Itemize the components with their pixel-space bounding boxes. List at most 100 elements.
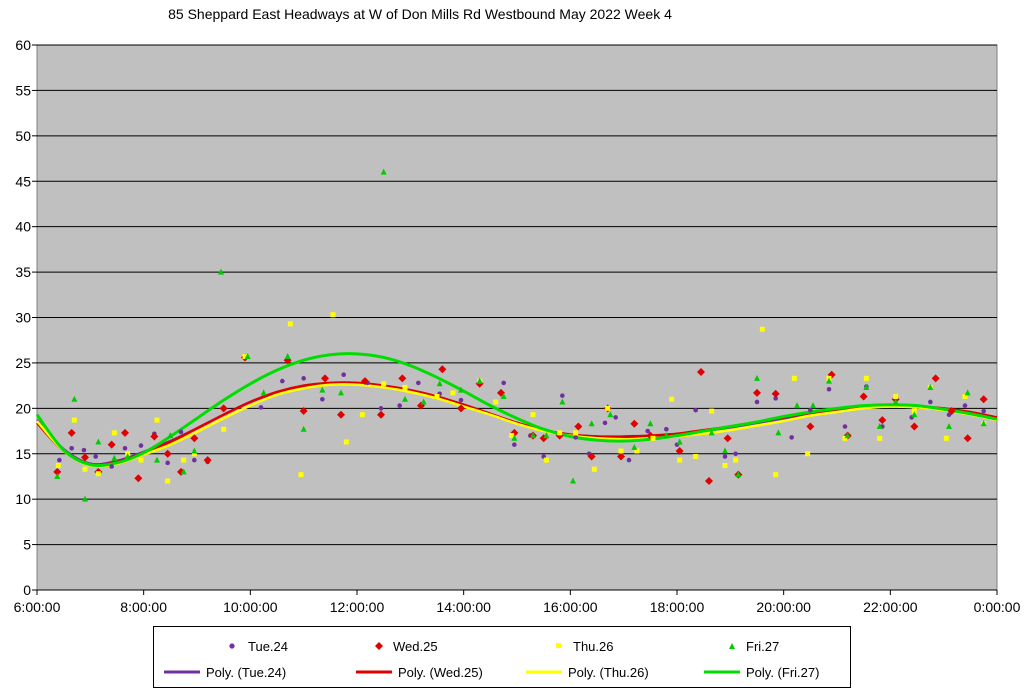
legend-line-poly-fri — [704, 670, 740, 674]
x-tick-label: 20:00:00 — [756, 599, 811, 615]
data-point-wed-25 — [617, 452, 625, 461]
data-point-thu-26 — [605, 405, 611, 411]
data-point-tue-24 — [192, 457, 197, 463]
legend-label-poly-wed: Poly. (Wed.25) — [398, 664, 483, 680]
data-point-tue-24 — [789, 435, 794, 440]
trendline-2 — [36, 383, 998, 468]
data-point-wed-25 — [67, 428, 76, 437]
data-point-thu-26 — [877, 435, 883, 441]
y-tick-label: 10 — [15, 491, 31, 507]
data-point-fri-27 — [154, 456, 160, 463]
data-point-thu-26 — [893, 394, 899, 400]
data-point-thu-26 — [221, 426, 227, 432]
data-point-thu-26 — [709, 408, 715, 414]
data-point-fri-27 — [436, 380, 443, 387]
data-point-fri-27 — [754, 374, 760, 381]
data-point-tue-24 — [826, 386, 832, 392]
data-point-wed-25 — [190, 434, 199, 443]
legend-marker-wed — [375, 642, 383, 650]
data-point-fri-27 — [722, 447, 728, 454]
data-point-fri-27 — [54, 472, 61, 479]
data-point-thu-26 — [154, 417, 160, 423]
data-point-wed-25 — [107, 440, 116, 449]
data-point-tue-24 — [178, 429, 184, 435]
y-tick-label: 25 — [15, 355, 31, 371]
data-point-fri-27 — [111, 454, 118, 461]
data-point-thu-26 — [359, 412, 365, 418]
data-point-wed-25 — [979, 395, 988, 404]
data-point-thu-26 — [962, 394, 968, 400]
data-point-wed-25 — [438, 365, 447, 374]
data-point-thu-26 — [591, 466, 597, 472]
data-point-wed-25 — [771, 389, 780, 398]
data-point-thu-26 — [573, 430, 579, 436]
data-point-wed-25 — [457, 404, 465, 413]
data-point-fri-27 — [892, 398, 899, 405]
trendline-3 — [35, 352, 998, 468]
data-point-tue-24 — [458, 397, 464, 403]
data-point-tue-24 — [722, 454, 728, 459]
y-tick-label: 60 — [15, 37, 31, 53]
data-point-wed-25 — [361, 377, 369, 386]
data-point-fri-27 — [500, 393, 507, 400]
data-point-thu-26 — [82, 466, 88, 472]
data-point-thu-26 — [618, 448, 624, 454]
y-tick-label: 50 — [15, 128, 31, 144]
legend-marker-fri — [729, 643, 735, 649]
data-point-fri-27 — [218, 268, 224, 275]
data-point-wed-25 — [337, 410, 345, 419]
data-point-tue-24 — [733, 451, 738, 457]
x-tick-label: 0:00:00 — [974, 599, 1021, 615]
data-point-wed-25 — [878, 416, 887, 425]
data-point-thu-26 — [343, 439, 349, 445]
data-point-thu-26 — [791, 375, 797, 381]
data-point-fri-27 — [402, 395, 408, 402]
data-point-wed-25 — [574, 422, 583, 431]
data-point-fri-27 — [826, 377, 832, 384]
data-point-tue-24 — [602, 420, 608, 426]
data-point-wed-25 — [587, 452, 596, 461]
data-point-fri-27 — [964, 389, 971, 396]
data-point-tue-24 — [808, 407, 813, 413]
legend-line-poly-thu — [526, 670, 562, 674]
data-point-fri-27 — [708, 429, 715, 436]
data-point-tue-24 — [397, 403, 402, 408]
legend-line-poly-wed — [356, 670, 392, 674]
legend-item-poly-thu: Poly. (Thu.26) — [524, 661, 649, 683]
legend-label-wed: Wed.25 — [393, 638, 438, 654]
x-axis-tick-labels: 6:00:00 8:00:00 10:00:00 12:00:00 14:00:00 16… — [14, 590, 1021, 615]
legend: Tue.24 Wed.25 Thu.26 Fri.27 Poly. (Tue.2… — [153, 626, 851, 688]
data-point-wed-25 — [753, 388, 761, 397]
data-point-tue-24 — [81, 447, 87, 453]
data-point-fri-27 — [338, 389, 344, 396]
legend-item-poly-wed: Poly. (Wed.25) — [354, 661, 483, 683]
y-tick-label: 5 — [23, 537, 31, 553]
data-point-tue-24 — [57, 457, 62, 463]
data-point-thu-26 — [805, 451, 811, 457]
data-point-thu-26 — [634, 448, 640, 454]
data-point-thu-26 — [242, 354, 248, 360]
data-point-tue-24 — [645, 428, 650, 434]
data-point-fri-27 — [588, 420, 595, 427]
data-point-fri-27 — [911, 411, 918, 418]
data-point-thu-26 — [71, 417, 77, 423]
data-point-wed-25 — [910, 422, 919, 431]
data-point-wed-25 — [203, 456, 212, 465]
data-point-tue-24 — [69, 446, 74, 451]
data-point-fri-27 — [458, 386, 464, 393]
legend-label-poly-thu: Poly. (Thu.26) — [568, 664, 649, 680]
data-point-fri-27 — [927, 383, 934, 390]
data-point-thu-26 — [381, 381, 387, 387]
data-point-fri-27 — [647, 420, 654, 427]
data-point-wed-25 — [134, 474, 143, 483]
y-axis-tick-labels: 0 5 10 15 20 25 30 35 40 45 50 55 60 — [15, 37, 37, 598]
data-point-tue-24 — [258, 405, 264, 410]
x-tick-label: 10:00:00 — [223, 599, 278, 615]
data-point-fri-27 — [124, 452, 131, 459]
data-point-fri-27 — [82, 495, 88, 502]
data-point-thu-26 — [165, 478, 171, 484]
data-point-wed-25 — [299, 407, 308, 416]
y-tick-label: 15 — [15, 446, 31, 462]
trendlines — [35, 352, 998, 468]
data-point-fri-27 — [530, 432, 536, 439]
